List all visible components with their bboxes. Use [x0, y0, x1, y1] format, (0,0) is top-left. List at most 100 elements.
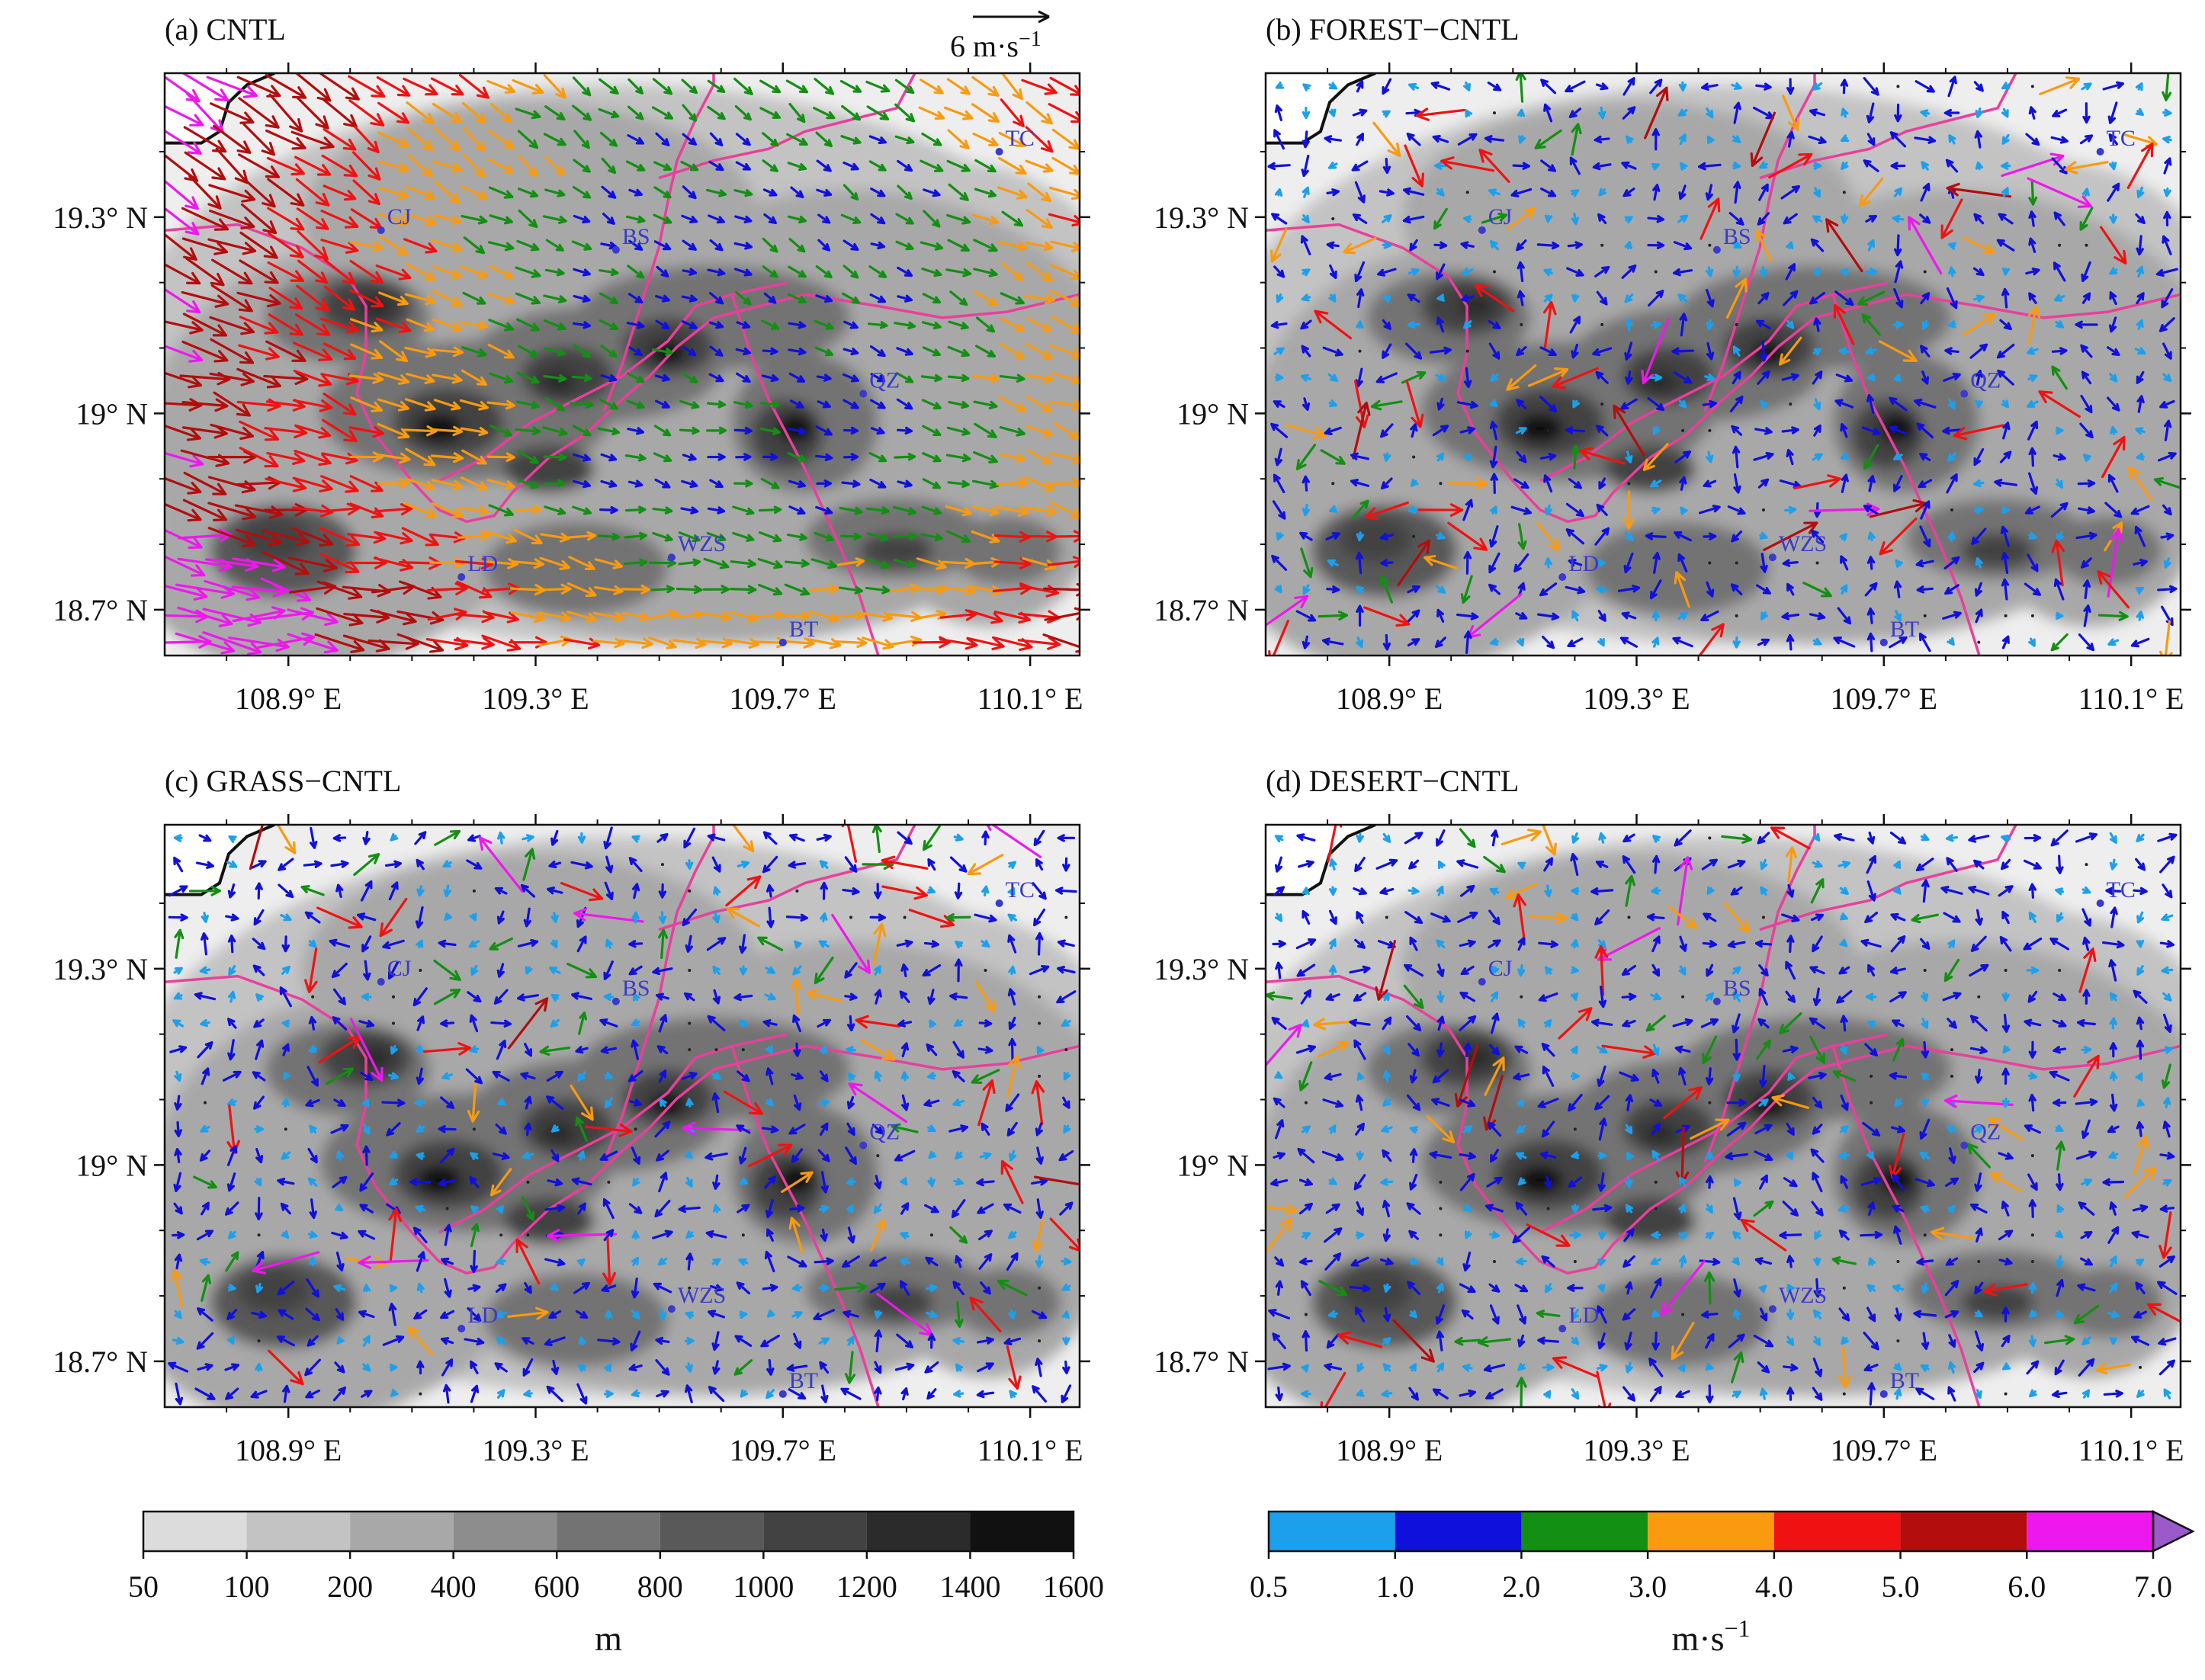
- wind-arrow: [2078, 633, 2095, 652]
- wind-arrow: [1382, 633, 1391, 651]
- wind-arrow: [1274, 835, 1284, 843]
- wind-arrow: [1515, 612, 1528, 620]
- wind-arrow: [1865, 992, 1877, 1001]
- wind-arrow: [655, 132, 670, 146]
- wind-arrow: [737, 1204, 750, 1214]
- wind-arrow: [1624, 293, 1634, 303]
- wind-arrow: [600, 345, 618, 358]
- terrain-colorbar-label: 200: [327, 1569, 373, 1604]
- wind-arrow: [566, 962, 598, 979]
- wind-arrow: [597, 532, 621, 541]
- wind-arrow: [628, 188, 643, 197]
- wind-arrow: [323, 184, 357, 201]
- wind-arrow: [949, 290, 968, 306]
- wind-arrow: [2025, 268, 2040, 276]
- wind-arrow: [1732, 1197, 1742, 1220]
- wind-arrow: [1674, 531, 1692, 542]
- wind-arrow: [1484, 1056, 1505, 1096]
- wind-arrow: [1866, 608, 1876, 624]
- wind-arrow: [1571, 1308, 1579, 1321]
- wind-arrow: [1814, 1230, 1822, 1240]
- wind-arrow: [815, 505, 833, 515]
- wind-arrow: [416, 1360, 425, 1375]
- wind-arrow: [1810, 238, 1825, 252]
- wind-arrow: [626, 399, 645, 409]
- map-frame: [163, 823, 1081, 1409]
- calm-point: [1923, 969, 1927, 972]
- wind-arrow: [1648, 290, 1664, 307]
- wind-arrow: [1007, 934, 1017, 954]
- wind-arrow: [1266, 1204, 1298, 1216]
- wind-arrow: [971, 103, 1000, 123]
- wind-arrow: [2056, 531, 2064, 542]
- wind-arrow: [335, 1251, 345, 1272]
- wind-arrow: [2082, 579, 2091, 600]
- wind-arrow: [1651, 935, 1661, 953]
- wind-arrow: [1328, 293, 1337, 303]
- wind-arrow: [1754, 427, 1773, 435]
- wind-arrow: [1840, 1175, 1849, 1189]
- wind-arrow: [1649, 374, 1663, 382]
- wind-arrow: [1921, 1040, 1930, 1059]
- wind-arrow: [2001, 399, 2010, 409]
- wind-arrow: [869, 913, 887, 922]
- wind-arrow: [1488, 552, 1500, 574]
- wind-arrow: [1042, 633, 1080, 653]
- wind-arrow: [764, 1175, 776, 1189]
- wind-arrow: [1383, 1283, 1391, 1293]
- wind-arrow: [515, 426, 541, 436]
- wind-arrow: [998, 396, 1027, 412]
- wind-arrow: [181, 398, 229, 412]
- wind-arrow: [1833, 303, 1855, 345]
- wind-arrow: [573, 453, 592, 462]
- calm-point: [1654, 1180, 1658, 1184]
- wind-arrow: [1783, 213, 1798, 225]
- wind-arrow: [332, 1175, 348, 1188]
- wind-arrow: [1382, 992, 1390, 1002]
- wind-arrow: [1647, 241, 1665, 249]
- wind-arrow: [734, 215, 753, 224]
- reference-arrow-head: [1038, 10, 1050, 24]
- wind-arrow: [816, 833, 832, 842]
- wind-arrow: [1000, 98, 1025, 127]
- wind-arrow: [1617, 585, 1641, 593]
- wind-arrow: [332, 1386, 346, 1402]
- wind-arrow: [1407, 293, 1420, 303]
- wind-arrow: [361, 1098, 370, 1108]
- wind-arrow: [948, 400, 970, 409]
- calm-point: [1681, 995, 1685, 999]
- lat-tick-label: 18.7° N: [53, 1345, 148, 1379]
- wind-arrow: [894, 1149, 916, 1162]
- wind-arrow: [404, 346, 437, 358]
- wind-arrow: [430, 77, 464, 96]
- wind-arrow: [650, 585, 675, 594]
- wind-arrow: [839, 506, 863, 515]
- wind-arrow: [1944, 347, 1959, 355]
- wind-arrow: [702, 585, 730, 595]
- wind-arrow: [1506, 364, 1537, 391]
- wind-arrow: [350, 343, 384, 360]
- wind-arrow: [359, 1172, 374, 1192]
- panel-title: (b) FOREST−CNTL: [1266, 12, 1520, 46]
- wind-arrow: [955, 1151, 963, 1160]
- wind-arrow: [1812, 1172, 1823, 1193]
- wind-arrow: [307, 1230, 318, 1239]
- wind-arrow: [897, 479, 913, 488]
- wind-arrow: [1515, 427, 1527, 434]
- wind-arrow: [1405, 342, 1423, 360]
- terrain-patch: [1517, 1165, 1563, 1195]
- wind-arrow: [949, 856, 968, 873]
- city-marker: [859, 390, 868, 398]
- calm-point: [1439, 1207, 1443, 1210]
- wind-arrow: [486, 399, 515, 410]
- wind-colorbar-extend: [2152, 1509, 2195, 1553]
- wind-arrow: [1866, 1284, 1876, 1293]
- wind-arrow: [1733, 1178, 1742, 1188]
- wind-arrow: [708, 160, 724, 172]
- wind-arrow: [870, 241, 886, 250]
- wind-arrow: [1703, 912, 1717, 922]
- wind-arrow: [1866, 373, 1876, 382]
- wind-arrow: [1970, 935, 1987, 952]
- wind-arrow: [605, 1310, 613, 1319]
